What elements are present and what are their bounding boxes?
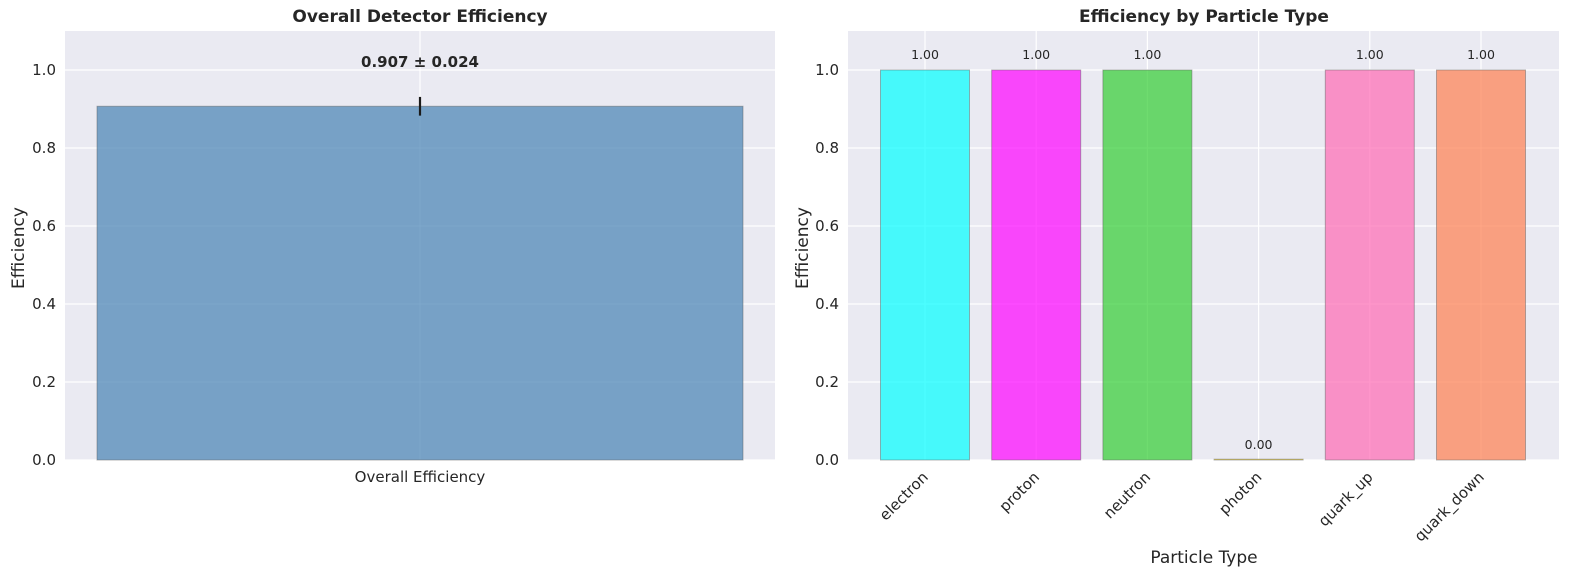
y-tick-label: 0.6 (815, 217, 839, 235)
x-axis-label: Particle Type (1150, 548, 1257, 568)
y-axis-label: Efficiency (793, 207, 813, 289)
value-label: 1.00 (911, 47, 939, 62)
x-tick-label: electron (876, 468, 932, 524)
value-labels: 1.00 1.00 1.00 0.00 1.00 1.00 (911, 47, 1495, 452)
y-tick-label: 0.8 (815, 139, 839, 157)
bars (880, 69, 1526, 461)
bar (880, 69, 970, 461)
y-tick-labels: 0.0 0.2 0.4 0.6 0.8 1.0 (32, 61, 56, 469)
value-label: 0.907 ± 0.024 (361, 53, 479, 71)
chart-title: Efficiency by Particle Type (1079, 7, 1329, 27)
x-tick-labels: Overall Efficiency (355, 468, 486, 486)
x-tick-label: quark_up (1315, 468, 1378, 531)
y-tick-label: 0.0 (32, 451, 56, 469)
overall-efficiency-chart: 0.0 0.2 0.4 0.6 0.8 1.0 Overall Efficiency 0.… (9, 7, 775, 486)
bar (991, 69, 1082, 461)
y-tick-label: 1.0 (815, 61, 839, 79)
y-tick-label: 0.2 (815, 373, 839, 391)
y-tick-label: 0.6 (32, 217, 56, 235)
value-label: 1.00 (1133, 47, 1161, 62)
bar (1213, 458, 1304, 461)
value-label: 1.00 (1356, 47, 1384, 62)
y-tick-labels: 0.0 0.2 0.4 0.6 0.8 1.0 (815, 61, 839, 469)
bars (96, 96, 744, 461)
y-tick-label: 0.4 (32, 295, 56, 313)
value-label: 1.00 (1467, 47, 1495, 62)
x-tick-label: Overall Efficiency (355, 468, 486, 486)
value-label: 0.00 (1245, 437, 1273, 452)
x-tick-label: neutron (1100, 468, 1154, 522)
bar (1324, 69, 1415, 461)
particle-efficiency-chart: 0.0 0.2 0.4 0.6 0.8 1.0 electron proton neutron… (793, 7, 1559, 568)
y-tick-label: 0.4 (815, 295, 839, 313)
x-tick-label: photon (1215, 468, 1265, 518)
chart-title: Overall Detector Efficiency (292, 7, 547, 27)
x-tick-labels: electron proton neutron photon quark_up quark… (876, 468, 1489, 546)
y-axis-label: Efficiency (9, 207, 29, 289)
bar (1102, 69, 1193, 461)
value-label: 1.00 (1022, 47, 1050, 62)
y-tick-label: 1.0 (32, 61, 56, 79)
y-tick-label: 0.0 (815, 451, 839, 469)
x-tick-label: proton (996, 468, 1043, 515)
bar (96, 105, 744, 461)
y-tick-label: 0.2 (32, 373, 56, 391)
bar (1436, 69, 1526, 461)
y-tick-label: 0.8 (32, 139, 56, 157)
value-labels: 0.907 ± 0.024 (361, 53, 479, 71)
x-tick-label: quark_down (1411, 468, 1489, 546)
